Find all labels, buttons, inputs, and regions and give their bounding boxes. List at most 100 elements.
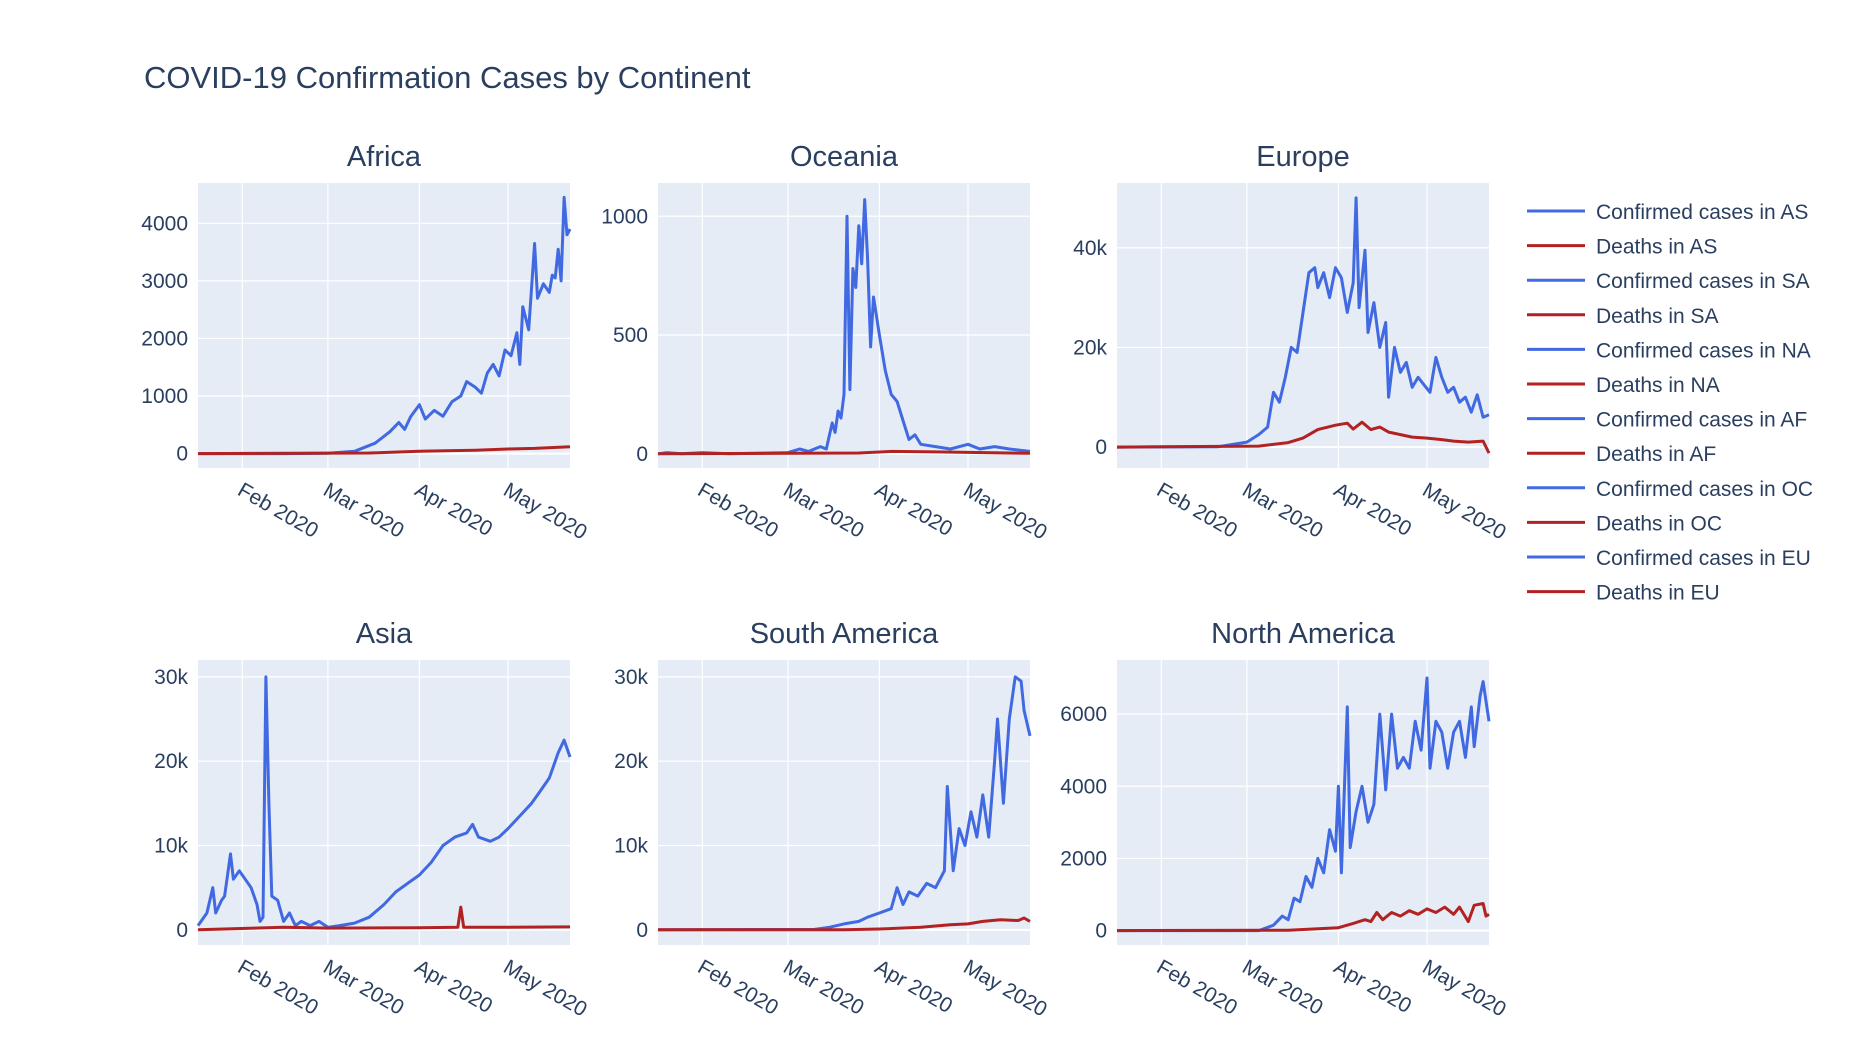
- legend-item: Confirmed cases in AS: [1527, 201, 1808, 224]
- x-tick-label: Mar 2020: [1238, 955, 1326, 1019]
- subplot-title: Asia: [356, 618, 413, 650]
- y-tick-label: 6000: [1060, 703, 1107, 726]
- legend-item: Deaths in NA: [1527, 374, 1720, 397]
- x-tick-label: Feb 2020: [694, 955, 782, 1019]
- y-tick-label: 1000: [141, 385, 188, 408]
- x-tick-label: May 2020: [1419, 955, 1510, 1021]
- series-line-deaths-in-eu: [1116, 420, 1491, 454]
- x-tick-label: Feb 2020: [1153, 478, 1241, 542]
- legend: Confirmed cases in AS Deaths in AS Confirm…: [1527, 201, 1813, 605]
- y-tick-label: 40k: [1073, 237, 1107, 260]
- y-tick-label: 4000: [141, 212, 188, 235]
- main-title: COVID-19 Confirmation Cases by Continent: [144, 60, 751, 95]
- x-tick-label: May 2020: [500, 955, 591, 1021]
- x-tick-label: Mar 2020: [1238, 478, 1326, 542]
- plot-area: [198, 660, 570, 945]
- x-tick-label: Apr 2020: [871, 478, 956, 541]
- legend-item: Confirmed cases in OC: [1527, 478, 1813, 501]
- y-tick-label: 10k: [614, 835, 648, 858]
- y-tick-label: 30k: [614, 666, 648, 689]
- legend-label: Confirmed cases in OC: [1596, 478, 1813, 501]
- series-line-deaths-in-as: [197, 905, 571, 932]
- legend-label: Deaths in NA: [1596, 374, 1720, 397]
- legend-label: Confirmed cases in AF: [1596, 409, 1807, 432]
- series-line-deaths-in-oc: [657, 449, 1031, 456]
- y-tick-label: 0: [636, 443, 648, 466]
- legend-item: Deaths in OC: [1527, 512, 1722, 535]
- y-tick-label: 4000: [1060, 775, 1107, 798]
- y-tick-label: 20k: [1073, 336, 1107, 359]
- legend-item: Confirmed cases in EU: [1527, 547, 1811, 570]
- y-tick-label: 10k: [154, 835, 188, 858]
- y-tick-label: 0: [1095, 920, 1107, 943]
- y-tick-label: 1000: [601, 205, 648, 228]
- x-tick-label: Feb 2020: [234, 955, 322, 1019]
- legend-item: Deaths in AS: [1527, 236, 1717, 259]
- series-line-confirmed-cases-in-na: [1117, 676, 1491, 933]
- x-tick-label: Feb 2020: [234, 478, 322, 542]
- x-tick-label: Mar 2020: [779, 955, 867, 1019]
- legend-label: Confirmed cases in SA: [1596, 270, 1810, 293]
- subplot-title: Europe: [1256, 141, 1350, 173]
- legend-label: Deaths in AS: [1596, 236, 1717, 259]
- x-tick-label: Apr 2020: [1330, 955, 1415, 1018]
- plot-area: [1117, 660, 1489, 945]
- y-tick-label: 3000: [141, 270, 188, 293]
- y-tick-label: 2000: [141, 327, 188, 350]
- x-tick-label: Apr 2020: [411, 955, 496, 1018]
- series-line-confirmed-cases-in-af: [198, 195, 572, 456]
- y-tick-label: 500: [613, 324, 648, 347]
- y-tick-label: 0: [176, 443, 188, 466]
- y-tick-label: 0: [176, 919, 188, 942]
- x-tick-label: Mar 2020: [779, 478, 867, 542]
- legend-item: Deaths in EU: [1527, 582, 1720, 605]
- series-line-deaths-in-na: [1116, 902, 1490, 933]
- legend-item: Confirmed cases in SA: [1527, 270, 1810, 293]
- y-tick-label: 2000: [1060, 847, 1107, 870]
- y-tick-label: 30k: [154, 666, 188, 689]
- legend-item: Confirmed cases in NA: [1527, 339, 1811, 362]
- subplot-title: Oceania: [790, 141, 899, 173]
- series-line-confirmed-cases-in-oc: [657, 198, 1031, 456]
- x-tick-label: Apr 2020: [871, 955, 956, 1018]
- subplot-title: South America: [750, 618, 939, 650]
- plot-area: [198, 183, 570, 468]
- x-tick-label: Mar 2020: [319, 478, 407, 542]
- legend-item: Confirmed cases in AF: [1527, 409, 1807, 432]
- series-line-deaths-in-af: [197, 445, 571, 456]
- legend-label: Confirmed cases in EU: [1596, 547, 1811, 570]
- y-tick-label: 20k: [614, 750, 648, 773]
- series-line-confirmed-cases-in-eu: [1116, 196, 1490, 449]
- legend-label: Confirmed cases in AS: [1596, 201, 1808, 224]
- y-tick-label: 0: [1095, 436, 1107, 459]
- x-tick-label: Feb 2020: [694, 478, 782, 542]
- x-tick-label: May 2020: [1419, 478, 1510, 544]
- y-tick-label: 0: [636, 919, 648, 942]
- legend-item: Deaths in SA: [1527, 305, 1719, 328]
- x-tick-label: Apr 2020: [411, 478, 496, 541]
- series-line-confirmed-cases-in-as: [196, 675, 572, 929]
- legend-label: Deaths in OC: [1596, 512, 1722, 535]
- y-tick-label: 20k: [154, 750, 188, 773]
- legend-label: Deaths in EU: [1596, 582, 1720, 605]
- legend-label: Deaths in AF: [1596, 443, 1716, 466]
- x-tick-label: Mar 2020: [319, 955, 407, 1019]
- plot-area: [658, 660, 1030, 945]
- x-tick-label: May 2020: [500, 478, 591, 544]
- x-tick-label: May 2020: [960, 955, 1051, 1021]
- series-line-deaths-in-sa: [657, 916, 1031, 932]
- subplot-title: Africa: [347, 141, 422, 173]
- legend-label: Confirmed cases in NA: [1596, 339, 1811, 362]
- x-tick-label: Feb 2020: [1153, 955, 1241, 1019]
- legend-label: Deaths in SA: [1596, 305, 1719, 328]
- legend-item: Deaths in AF: [1527, 443, 1716, 466]
- subplot-title: North America: [1211, 618, 1396, 650]
